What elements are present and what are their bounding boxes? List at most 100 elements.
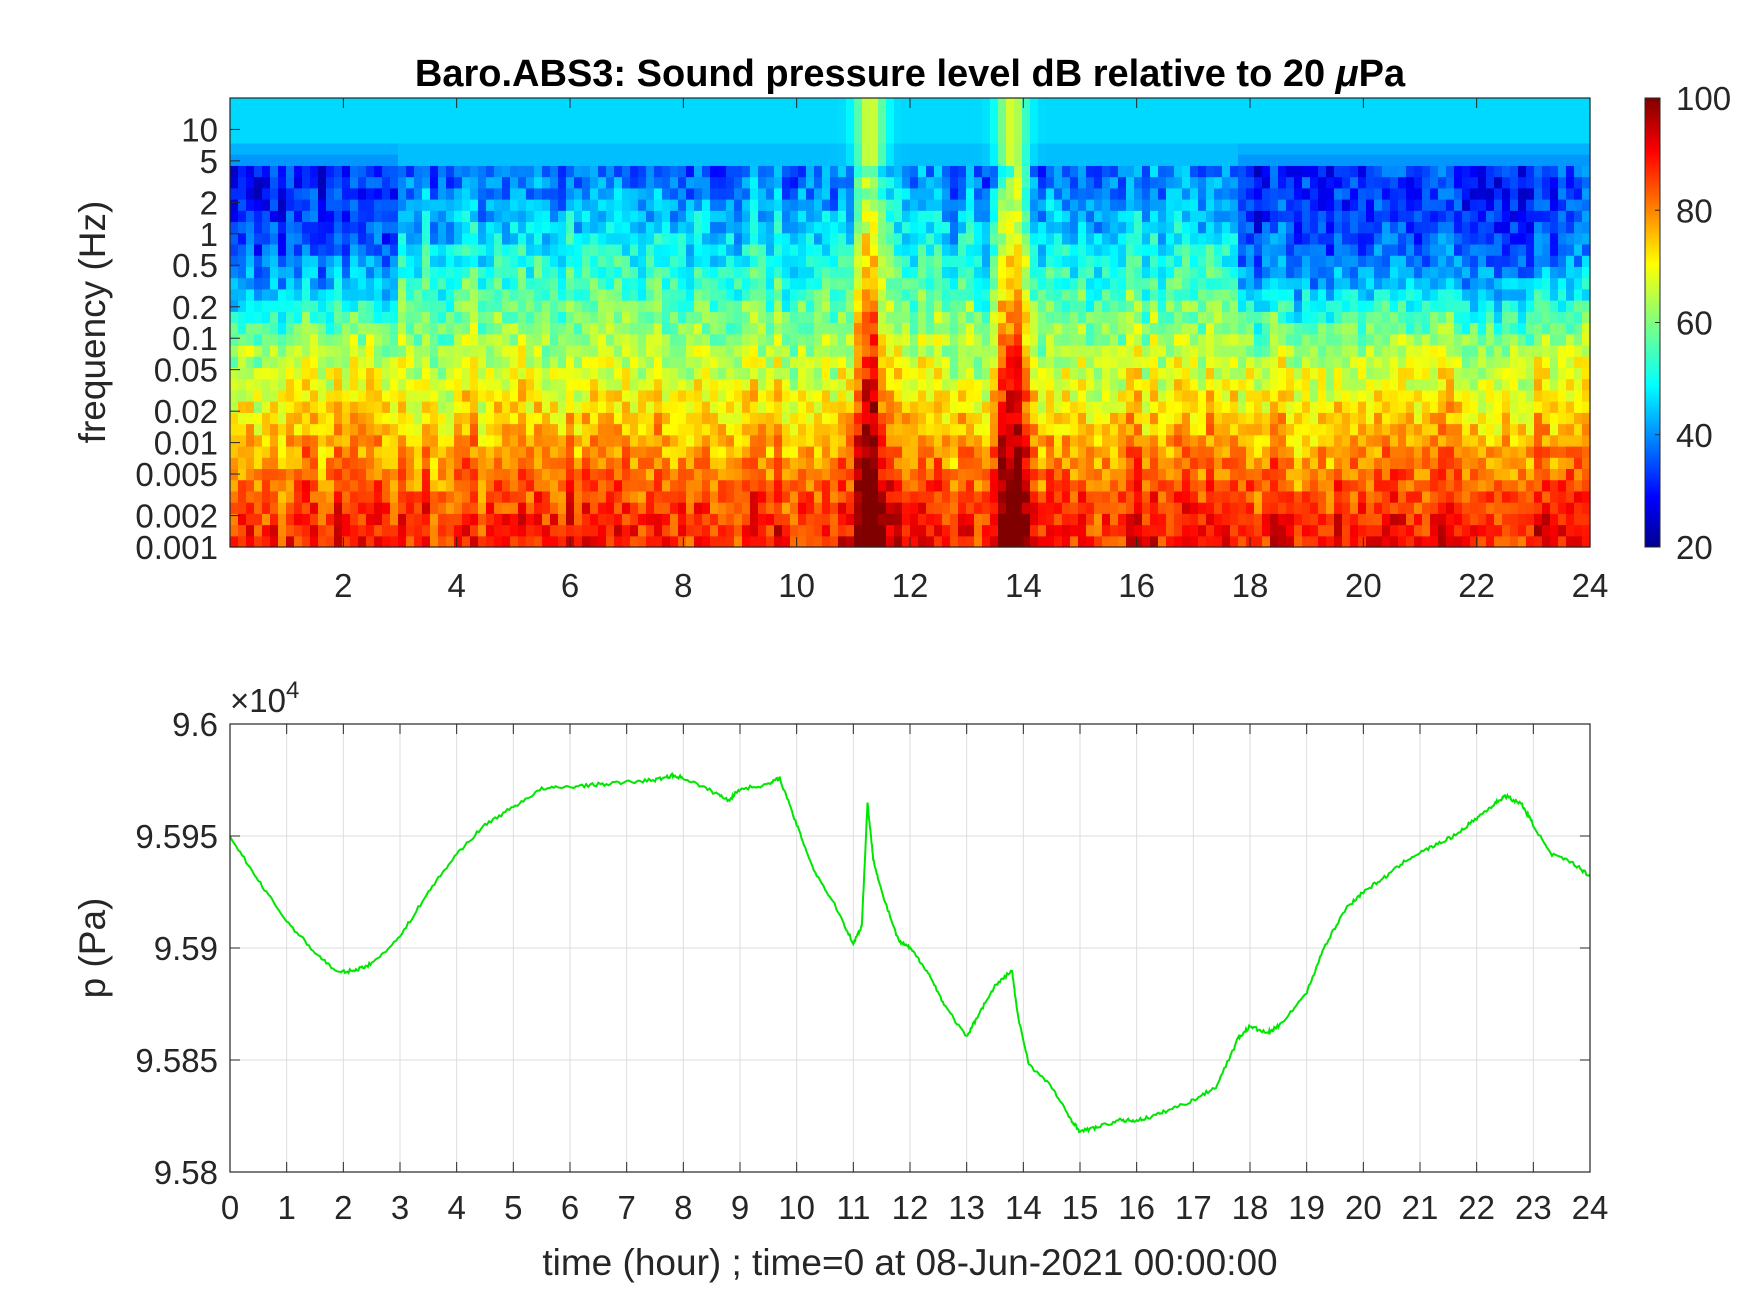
heatmap-cell: [806, 367, 815, 380]
heatmap-cell: [1006, 288, 1015, 301]
heatmap-cell: [502, 344, 511, 357]
heatmap-cell: [814, 344, 823, 357]
heatmap-cell: [1174, 165, 1183, 178]
heatmap-cell: [358, 412, 367, 425]
heatmap-cell: [334, 165, 343, 178]
heatmap-cell: [1030, 266, 1039, 279]
heatmap-cell: [1174, 154, 1183, 166]
heatmap-cell: [542, 401, 551, 413]
heatmap-cell: [814, 199, 823, 211]
heatmap-cell: [238, 457, 247, 470]
heatmap-cell: [790, 502, 799, 514]
heatmap-cell: [1214, 479, 1223, 492]
heatmap-cell: [614, 344, 623, 357]
heatmap-cell: [1174, 356, 1183, 368]
heatmap-cell: [1198, 389, 1207, 402]
heatmap-cell: [990, 255, 999, 267]
heatmap-cell: [750, 502, 759, 514]
heatmap-cell: [366, 154, 375, 166]
heatmap-cell: [1110, 165, 1119, 178]
heatmap-cell: [334, 490, 343, 503]
heatmap-cell: [622, 243, 631, 256]
heatmap-cell: [966, 378, 975, 391]
heatmap-cell: [1222, 367, 1231, 380]
heatmap-cell: [406, 322, 415, 335]
heatmap-cell: [798, 210, 807, 223]
heatmap-cell: [1214, 524, 1223, 537]
heatmap-cell: [1094, 535, 1103, 548]
heatmap-cell: [902, 434, 911, 447]
heatmap-cell: [862, 333, 871, 346]
heatmap-cell: [974, 389, 983, 402]
heatmap-cell: [990, 412, 999, 425]
heatmap-cell: [862, 468, 871, 481]
heatmap-cell: [934, 468, 943, 481]
heatmap-cell: [374, 288, 383, 301]
heatmap-cell: [918, 389, 927, 402]
heatmap-cell: [246, 142, 255, 155]
heatmap-cell: [230, 434, 239, 447]
heatmap-cell: [646, 199, 655, 211]
heatmap-cell: [846, 367, 855, 380]
heatmap-cell: [574, 187, 583, 200]
heatmap-cell: [670, 378, 679, 391]
heatmap-cell: [614, 221, 623, 234]
heatmap-cell: [486, 232, 495, 245]
heatmap-cell: [1134, 288, 1143, 301]
heatmap-cell: [462, 243, 471, 256]
heatmap-cell: [774, 468, 783, 481]
heatmap-cell: [590, 401, 599, 413]
heatmap-cell: [1174, 322, 1183, 335]
heatmap-cell: [510, 311, 519, 324]
heatmap-cell: [582, 479, 591, 492]
heatmap-cell: [326, 389, 335, 402]
heatmap-cell: [838, 311, 847, 324]
heatmap-cell: [790, 266, 799, 279]
heatmap-cell: [374, 311, 383, 324]
heatmap-cell: [1150, 389, 1159, 402]
heatmap-cell: [1190, 243, 1199, 256]
heatmap-cell: [382, 210, 391, 223]
heatmap-cell: [326, 199, 335, 211]
heatmap-cell: [558, 311, 567, 324]
heatmap-cell: [782, 142, 791, 155]
heatmap-cell: [982, 154, 991, 166]
heatmap-cell: [446, 165, 455, 178]
heatmap-cell: [1222, 479, 1231, 492]
heatmap-cell: [1062, 333, 1071, 346]
heatmap-cell: [1094, 322, 1103, 335]
heatmap-cell: [1214, 367, 1223, 380]
heatmap-cell: [374, 300, 383, 312]
heatmap-cell: [430, 513, 439, 526]
heatmap-cell: [534, 513, 543, 526]
heatmap-cell: [902, 277, 911, 290]
heatmap-cell: [526, 479, 535, 492]
heatmap-cell: [1118, 457, 1127, 470]
heatmap-cell: [454, 165, 463, 178]
heatmap-cell: [654, 232, 663, 245]
heatmap-cell: [638, 232, 647, 245]
heatmap-cell: [494, 344, 503, 357]
heatmap-cell: [246, 311, 255, 324]
heatmap-cell: [270, 120, 279, 133]
heatmap-cell: [910, 165, 919, 178]
heatmap-cell: [550, 401, 559, 413]
heatmap-cell: [1030, 311, 1039, 324]
heatmap-cell: [894, 389, 903, 402]
heatmap-cell: [582, 187, 591, 200]
heatmap-cell: [942, 199, 951, 211]
heatmap-cell: [294, 322, 303, 335]
heatmap-cell: [1014, 142, 1023, 155]
heatmap-cell: [1110, 445, 1119, 458]
heatmap-cell: [598, 154, 607, 166]
heatmap-cell: [1118, 389, 1127, 402]
heatmap-cell: [646, 300, 655, 312]
heatmap-cell: [438, 333, 447, 346]
heatmap-cell: [990, 378, 999, 391]
heatmap-cell: [702, 255, 711, 267]
heatmap-cell: [846, 434, 855, 447]
heatmap-cell: [742, 389, 751, 402]
heatmap-cell: [814, 367, 823, 380]
heatmap-cell: [734, 423, 743, 436]
heatmap-cell: [902, 221, 911, 234]
